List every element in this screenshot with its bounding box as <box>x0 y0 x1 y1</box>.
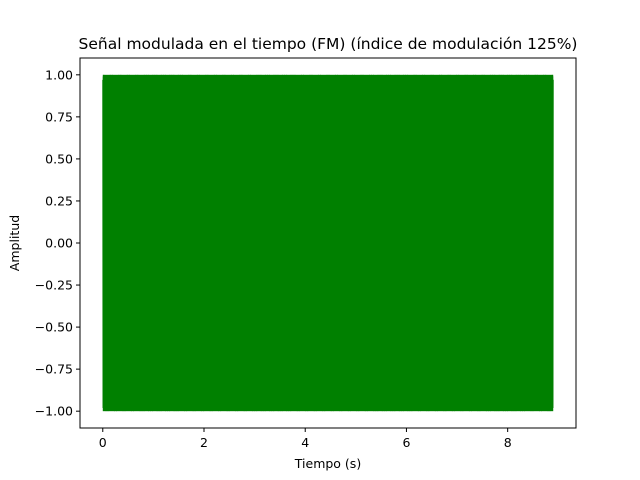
x-axis-label: Tiempo (s) <box>294 456 361 471</box>
y-tick-label-5: 0.25 <box>45 193 73 208</box>
x-axis: 0 2 4 6 8 <box>99 428 512 450</box>
y-tick-label-0: −1.00 <box>35 404 73 419</box>
x-tick-label-1: 2 <box>200 435 208 450</box>
x-tick-label-3: 6 <box>402 435 410 450</box>
y-tick-label-4: 0.00 <box>45 236 73 251</box>
y-tick-label-1: −0.75 <box>35 362 73 377</box>
y-tick-label-6: 0.50 <box>45 151 73 166</box>
y-tick-label-3: −0.25 <box>35 278 73 293</box>
y-tick-label-2: −0.50 <box>35 320 73 335</box>
y-axis: −1.00 −0.75 −0.50 −0.25 0.00 0.25 0.50 0.75 1.00 <box>35 67 80 419</box>
y-tick-label-7: 0.75 <box>45 109 73 124</box>
plot-area <box>102 74 554 412</box>
y-axis-label: Amplitud <box>7 215 22 271</box>
x-tick-label-0: 0 <box>99 435 107 450</box>
chart-title: Señal modulada en el tiempo (FM) (índice… <box>79 35 578 53</box>
x-tick-label-2: 4 <box>301 435 309 450</box>
x-tick-label-4: 8 <box>504 435 512 450</box>
series-line-0 <box>102 74 554 412</box>
y-tick-label-8: 1.00 <box>45 67 73 82</box>
